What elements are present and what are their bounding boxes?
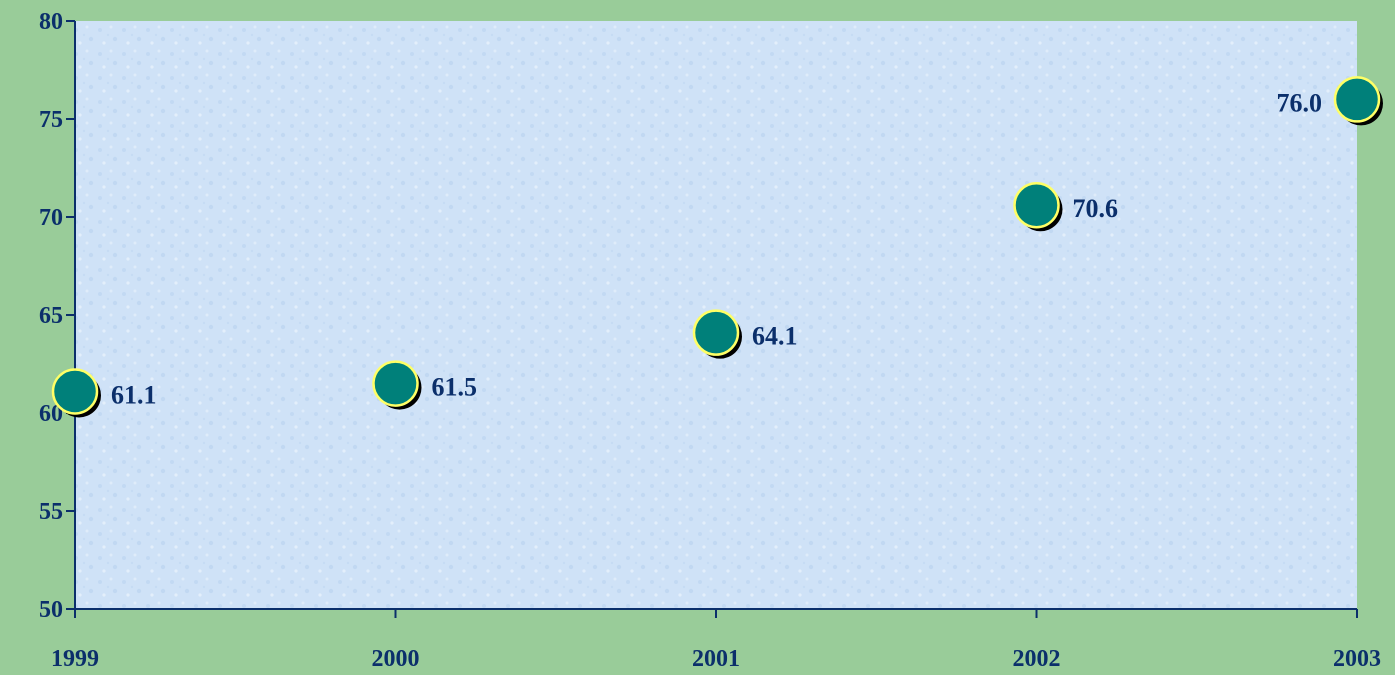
x-tick-label: 2000 <box>372 646 420 672</box>
x-tick-label: 2003 <box>1333 646 1381 672</box>
y-tick-label: 75 <box>39 107 63 133</box>
y-tick-label: 70 <box>39 205 63 231</box>
x-tick-label: 2002 <box>1013 646 1061 672</box>
data-point <box>1013 181 1060 229</box>
x-tick-label: 1999 <box>51 646 99 672</box>
data-point <box>51 368 99 415</box>
y-tick-label: 50 <box>39 597 63 623</box>
data-label: 70.6 <box>1073 194 1119 223</box>
data-point <box>692 309 740 356</box>
data-point <box>1333 76 1381 123</box>
data-label: 61.5 <box>432 373 478 402</box>
data-point <box>372 360 419 407</box>
data-label: 64.1 <box>752 322 798 351</box>
y-tick-label: 80 <box>39 9 63 35</box>
x-tick-label: 2001 <box>692 646 740 672</box>
y-tick-label: 55 <box>39 499 63 525</box>
y-tick-label: 65 <box>39 303 63 329</box>
data-label: 61.1 <box>111 380 157 409</box>
data-label: 76.0 <box>1277 88 1323 117</box>
